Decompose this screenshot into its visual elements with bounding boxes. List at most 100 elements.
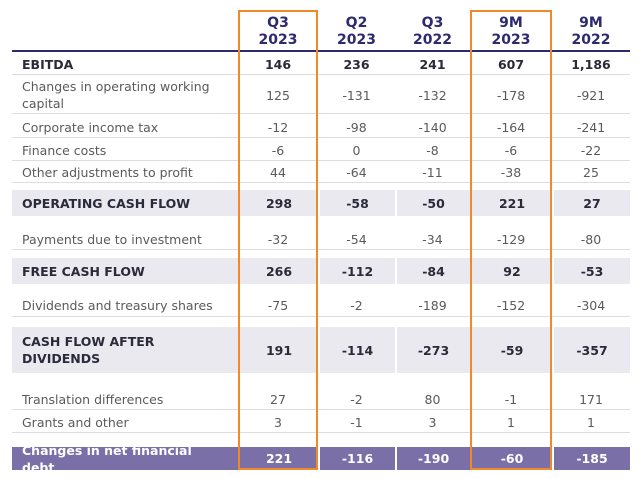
row-background (12, 76, 630, 114)
cell-value: 298 (238, 190, 318, 216)
cell-value: -304 (576, 297, 606, 313)
row-label: FREE CASH FLOW (22, 263, 145, 279)
cell-value: -1 (504, 391, 518, 407)
cell-value: -38 (500, 164, 522, 180)
cell-value: -273 (395, 327, 470, 373)
cell-value: -2 (350, 297, 363, 313)
cell-value: -80 (580, 231, 602, 247)
cell-value: -241 (576, 119, 606, 135)
cell-value: -1 (350, 414, 363, 430)
cell-value: -50 (395, 190, 470, 216)
row-background (12, 139, 630, 161)
cell-value: -132 (418, 87, 447, 103)
cell-value: 3 (428, 414, 437, 430)
cell-value: 27 (270, 391, 286, 407)
cell-value: 1,186 (571, 56, 611, 72)
cell-value: -189 (418, 297, 447, 313)
cell-value: 266 (238, 258, 318, 284)
cell-value: -53 (552, 258, 630, 284)
cell-value: -64 (346, 164, 367, 180)
row-background (12, 293, 630, 317)
header-period: Q3 (421, 15, 444, 31)
row-background (12, 388, 630, 410)
row-label: Dividends and treasury shares (22, 297, 213, 313)
row-label: Changes in net financial debt (22, 442, 192, 475)
row-background (12, 190, 630, 216)
row-label: Grants and other (22, 414, 129, 430)
cell-value: -11 (422, 164, 443, 180)
cell-value: 241 (419, 56, 446, 72)
header-period: Q3 (267, 15, 289, 31)
cell-value: -12 (267, 119, 289, 135)
row-background (12, 161, 630, 183)
cell-value: -60 (470, 447, 552, 470)
cell-value: 92 (470, 258, 552, 284)
row-label: EBITDA (22, 56, 74, 72)
cell-value: -6 (271, 142, 285, 158)
header-year: 2023 (258, 32, 298, 48)
header-year: 2022 (571, 32, 611, 48)
header-year: 2023 (491, 32, 531, 48)
column-header: Q3 2023 (238, 15, 318, 49)
header-period: 9M (499, 15, 523, 31)
row-label: Finance costs (22, 142, 107, 158)
row-background (12, 228, 630, 250)
cell-value: -114 (318, 327, 395, 373)
row-label: Changes in operating working capital (22, 79, 210, 111)
cell-value: -129 (496, 231, 526, 247)
row-label: CASH FLOW AFTER DIVIDENDS (22, 334, 155, 366)
row-label: Payments due to investment (22, 231, 202, 247)
header-period: Q2 (345, 15, 368, 31)
cell-value: 146 (264, 56, 292, 72)
cell-value: -98 (346, 119, 367, 135)
cell-value: -6 (504, 142, 518, 158)
row-background (12, 411, 630, 433)
column-header: Q3 2022 (395, 15, 470, 49)
cell-value: -921 (576, 87, 606, 103)
cell-value: -22 (580, 142, 602, 158)
header-year: 2023 (337, 32, 376, 48)
cell-value: 27 (552, 190, 630, 216)
cell-value: -164 (496, 119, 526, 135)
header-period: 9M (579, 15, 603, 31)
cell-value: -152 (496, 297, 526, 313)
cell-value: -32 (267, 231, 289, 247)
row-background (12, 53, 630, 75)
cell-value: -178 (496, 87, 526, 103)
cell-value: -8 (426, 142, 439, 158)
row-label: Other adjustments to profit (22, 164, 193, 180)
row-label: Corporate income tax (22, 119, 159, 135)
cell-value: -54 (346, 231, 367, 247)
cell-value: -116 (318, 447, 395, 470)
row-label: OPERATING CASH FLOW (22, 195, 191, 211)
cell-value: -34 (422, 231, 443, 247)
header-rule (12, 50, 630, 52)
row-background (12, 116, 630, 138)
cell-value: 44 (270, 164, 286, 180)
cell-value: -131 (342, 87, 371, 103)
row-label: Translation differences (22, 391, 164, 407)
cell-value: 171 (579, 391, 603, 407)
cell-value: -58 (318, 190, 395, 216)
cell-value: 1 (507, 414, 515, 430)
cell-value: 1 (587, 414, 595, 430)
cell-value: 607 (497, 56, 525, 72)
cell-value: -185 (552, 447, 630, 470)
cell-value: 25 (583, 164, 599, 180)
column-header: 9M 2022 (552, 15, 630, 49)
cell-value: -112 (318, 258, 395, 284)
cell-value: -75 (267, 297, 289, 313)
cell-value: -190 (395, 447, 470, 470)
cell-value: -59 (470, 327, 552, 373)
cell-value: -357 (552, 327, 630, 373)
cell-value: 80 (424, 391, 441, 407)
column-header: 9M 2023 (470, 15, 552, 49)
cell-value: -140 (418, 119, 447, 135)
cell-value: 221 (238, 447, 318, 470)
cell-value: 221 (470, 190, 552, 216)
cell-value: 0 (352, 142, 361, 158)
cell-value: 3 (274, 414, 282, 430)
cell-value: -84 (395, 258, 470, 284)
cell-value: 236 (343, 56, 370, 72)
